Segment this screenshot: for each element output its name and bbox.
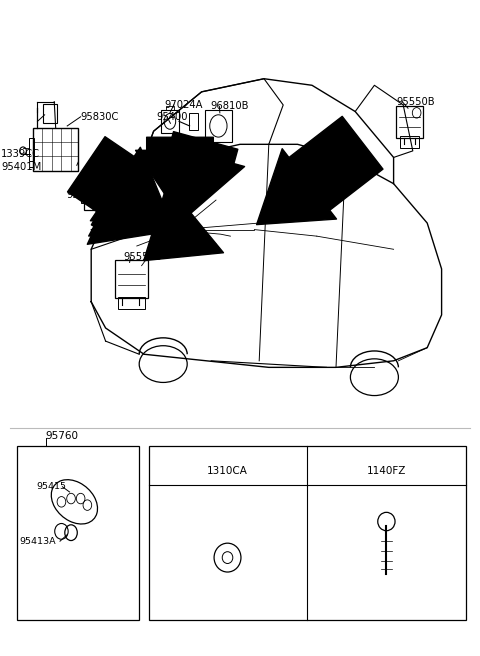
Text: 95401M: 95401M [1,162,41,173]
Text: 1310CA: 1310CA [207,466,248,476]
Text: 95415: 95415 [36,482,66,491]
Bar [81,184,85,203]
FancyArrowPatch shape [257,116,383,224]
Bar [33,128,78,171]
Text: 95413A: 95413A [19,537,56,546]
Bar [17,446,139,620]
Text: 95760: 95760 [46,431,79,441]
Bar [396,106,423,138]
Bar [161,110,179,133]
Bar [205,110,232,142]
Text: 95400: 95400 [156,112,188,122]
Text: 1140FZ: 1140FZ [367,466,406,476]
FancyArrowPatch shape [144,184,224,260]
Text: 95550B: 95550B [124,252,162,262]
Bar [84,176,109,210]
FancyArrowPatch shape [89,157,168,236]
Text: 95850A: 95850A [66,190,105,201]
Bar [115,260,148,298]
Bar [149,446,466,620]
Bar [166,106,174,110]
Bar [43,104,57,123]
Bar [400,136,419,148]
FancyArrowPatch shape [87,163,167,244]
Bar [118,297,145,309]
Text: 95550B: 95550B [396,96,434,107]
Bar [189,113,198,130]
Text: 97024A: 97024A [164,100,203,110]
FancyArrowPatch shape [135,137,225,217]
Text: 95830C: 95830C [81,112,119,122]
Text: 96810B: 96810B [210,101,249,112]
Text: 1339CC: 1339CC [1,149,40,159]
FancyArrowPatch shape [159,132,245,219]
Bar [29,138,34,161]
FancyArrowPatch shape [68,136,170,222]
